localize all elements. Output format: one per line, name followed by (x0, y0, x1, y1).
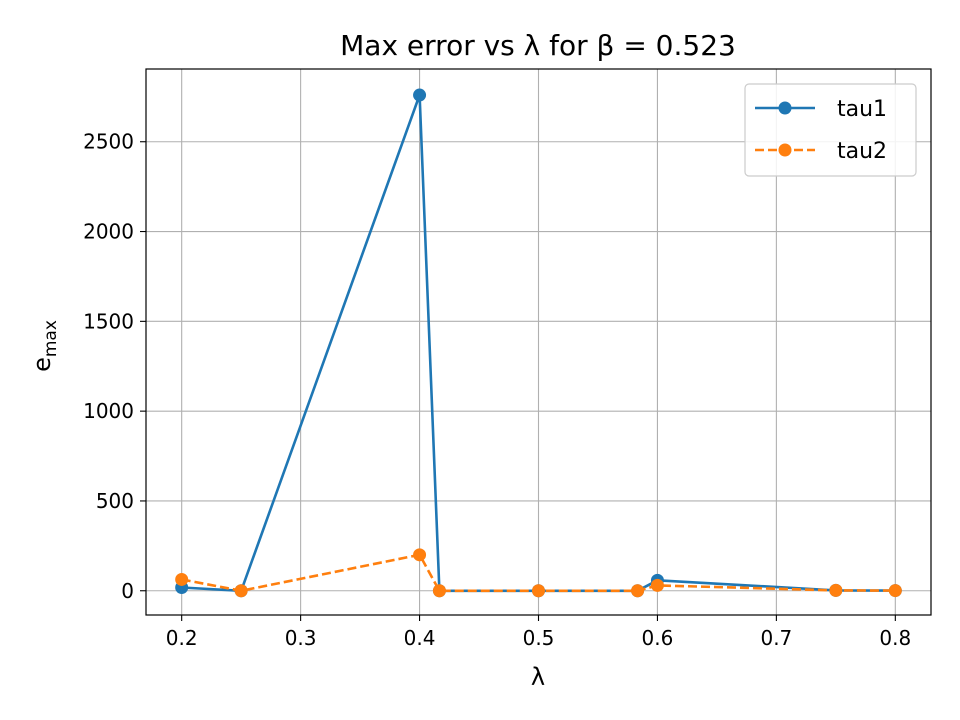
data-point-tau2 (413, 548, 427, 562)
axis-ticks: 0.2 0.3 0.4 0.5 0.6 0.7 0.8 0 500 1000 1500 2000 250… (83, 130, 911, 650)
legend-marker-tau2 (778, 143, 792, 157)
legend-marker-tau1 (778, 101, 792, 115)
y-axis-label: emax (28, 320, 61, 372)
y-tick-label: 2000 (83, 220, 134, 244)
data-point-tau1 (413, 88, 427, 102)
data-point-tau2 (888, 584, 902, 598)
svg-text:emax: emax (28, 320, 61, 372)
data-point-tau2 (175, 572, 189, 586)
data-point-tau2 (532, 584, 545, 598)
x-axis-label: λ (531, 663, 545, 691)
x-tick-label: 0.6 (642, 626, 674, 650)
y-axis-label-subscript: max (41, 320, 61, 357)
data-point-tau2 (234, 584, 248, 598)
x-tick-label: 0.2 (166, 626, 198, 650)
x-tick-label: 0.4 (404, 626, 436, 650)
data-point-tau2 (829, 583, 843, 597)
y-tick-label: 1500 (83, 309, 134, 333)
y-tick-label: 0 (121, 579, 134, 603)
x-tick-label: 0.3 (285, 626, 317, 650)
x-tick-label: 0.8 (879, 626, 911, 650)
x-tick-label: 0.7 (760, 626, 792, 650)
legend-box (744, 83, 917, 177)
grid (146, 69, 931, 615)
legend-label-tau2: tau2 (837, 139, 887, 164)
plot-series (175, 88, 902, 598)
data-point-tau2 (650, 578, 664, 592)
chart-title: Max error vs λ for β = 0.523 (340, 29, 736, 62)
x-tick-label: 0.5 (523, 626, 555, 650)
y-tick-label: 1000 (83, 399, 134, 423)
y-tick-label: 500 (96, 489, 134, 513)
legend: tau1 tau2 (744, 83, 917, 177)
data-point-tau2 (432, 584, 446, 598)
legend-label-tau1: tau1 (837, 97, 887, 122)
y-tick-label: 2500 (83, 130, 134, 154)
y-axis-label-main: e (28, 357, 56, 372)
data-point-tau2 (631, 584, 645, 598)
